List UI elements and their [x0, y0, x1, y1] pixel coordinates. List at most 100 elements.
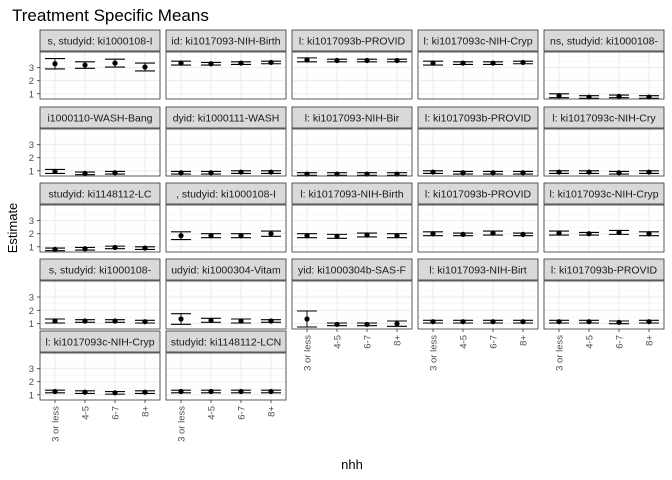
data-point: [178, 170, 184, 176]
x-tick-label: 4-5: [459, 335, 470, 349]
data-point: [142, 389, 148, 395]
facet-strip: [39, 106, 161, 129]
facet-panel: yid: ki1000304b-SAS-F 3 or less 4-5 6-7 8+: [291, 258, 413, 371]
facet-strip-label: l: ki1017093c-NIH-Cryp: [423, 36, 532, 48]
panel-background: [40, 205, 160, 252]
data-point: [268, 59, 274, 66]
y-tick-label: 1: [29, 319, 34, 330]
panel-border: [39, 352, 161, 401]
data-point: [178, 233, 184, 239]
facet-strip: [165, 330, 287, 353]
panel-background: [292, 129, 412, 176]
data-point: [460, 319, 466, 325]
x-tick-label: 8+: [645, 335, 656, 346]
panel-background: [544, 129, 664, 176]
panel-background: [166, 52, 286, 99]
data-point: [52, 61, 58, 67]
data-point: [334, 321, 340, 327]
x-tick-label: 8+: [141, 406, 152, 417]
panel-background: [544, 52, 664, 99]
data-point: [52, 318, 58, 324]
data-point: [520, 319, 526, 325]
x-tick-label: 3 or less: [555, 335, 566, 371]
x-tick-label: 3 or less: [51, 406, 62, 442]
data-point: [430, 231, 436, 237]
data-point: [394, 57, 400, 64]
facet-panel: udyid: ki1000304-Vitam: [165, 258, 287, 330]
y-tick-label: 2: [29, 76, 34, 87]
data-point: [616, 319, 622, 325]
y-tick-label: 3: [29, 63, 34, 74]
facet-strip: [417, 106, 539, 129]
panel-background: [418, 52, 538, 99]
data-point: [616, 93, 622, 99]
panel-background: [292, 52, 412, 99]
facet-strip-label: id: ki1017093-NIH-Birth: [171, 36, 280, 48]
y-tick-label: 3: [29, 140, 34, 151]
facet-strip-label: l: ki1017093-NIH-Birth: [300, 189, 403, 201]
panel-background: [166, 353, 286, 400]
data-point: [238, 169, 244, 175]
facet-panel: dyid: ki1000111-WASH: [165, 106, 287, 177]
facet-strip: [165, 182, 287, 205]
data-point: [142, 319, 148, 325]
data-point: [178, 60, 184, 66]
data-point: [556, 93, 562, 99]
facet-strip-label: yid: ki1000304b-SAS-F: [298, 265, 406, 277]
data-point: [460, 231, 466, 237]
data-point: [520, 59, 526, 66]
panel-border: [291, 204, 413, 253]
facet-strip: [39, 182, 161, 205]
data-point: [142, 64, 148, 70]
data-point: [616, 170, 622, 176]
panel-border: [543, 204, 665, 253]
panel-background: [166, 281, 286, 329]
data-point: [208, 170, 214, 176]
data-point: [490, 170, 496, 176]
y-tick-label: 2: [29, 306, 34, 317]
facet-strip: [291, 182, 413, 205]
data-point: [238, 388, 244, 395]
y-tick-label: 3: [29, 293, 34, 304]
x-tick-label: 8+: [267, 406, 278, 417]
x-tick-label: 6-7: [615, 335, 626, 349]
facet-panel: ns, studyid: ki1000108-: [543, 29, 665, 100]
facet-strip: [417, 258, 539, 281]
data-point: [430, 319, 436, 325]
facet-strip-label: udyid: ki1000304-Vitam: [171, 265, 281, 277]
data-point: [304, 57, 310, 63]
data-point: [304, 233, 310, 239]
y-tick-label: 1: [29, 242, 34, 253]
data-point: [394, 171, 400, 177]
panel-border: [165, 128, 287, 177]
facet-strip-label: l: ki1017093c-NIH-Cryp: [549, 189, 658, 201]
facet-strip: [165, 29, 287, 52]
data-point: [394, 233, 400, 239]
data-point: [304, 171, 310, 177]
x-tick-label: 8+: [519, 335, 530, 346]
facet-strip-label: studyid: ki1148112-LCN: [171, 337, 282, 349]
data-point: [112, 170, 118, 176]
facet-strip-label: s, studyid: ki1000108-I: [47, 36, 152, 48]
facet-panel: i1000110-WASH-Bang 1 2 3: [29, 106, 161, 177]
panel-border: [39, 128, 161, 177]
data-point: [460, 170, 466, 176]
x-tick-label: 8+: [393, 335, 404, 346]
facet-strip: [291, 258, 413, 281]
data-point: [238, 60, 244, 66]
chart-title: Treatment Specific Means: [12, 6, 209, 25]
data-point: [646, 231, 652, 237]
panel-border: [543, 51, 665, 100]
facet-strip: [291, 29, 413, 52]
panel-background: [166, 129, 286, 176]
data-point: [178, 316, 184, 322]
panel-border: [417, 204, 539, 253]
x-tick-label: 4-5: [585, 335, 596, 349]
y-tick-label: 1: [29, 390, 34, 401]
facet-strip: [39, 330, 161, 353]
facet-panel: l: ki1017093c-NIH-Cry: [543, 106, 665, 177]
data-point: [430, 169, 436, 175]
data-point: [178, 388, 184, 395]
facet-strip-label: l: ki1017093c-NIH-Cryp: [45, 337, 154, 349]
panel-border: [291, 51, 413, 100]
